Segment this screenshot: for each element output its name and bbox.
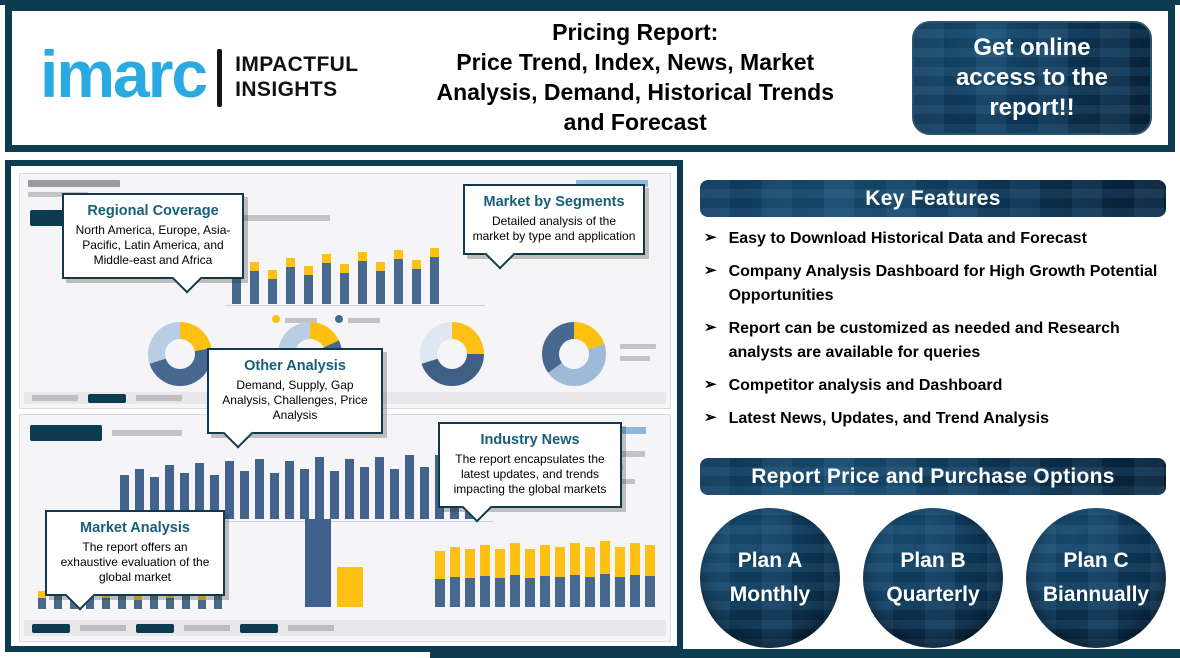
big-column-navy xyxy=(305,519,331,607)
plan-period: Quarterly xyxy=(886,583,980,606)
header-banner: imarc IMPACTFUL INSIGHTS Pricing Report:… xyxy=(5,4,1175,152)
callout-title: Market Analysis xyxy=(80,520,190,536)
callout-market-analysis: Market Analysis The report offers an exh… xyxy=(45,510,225,611)
logo-tagline: IMPACTFUL INSIGHTS xyxy=(235,53,358,103)
plan-b-button[interactable]: Plan B Quarterly xyxy=(863,508,1003,648)
callout-body: North America, Europe, Asia-Pacific, Lat… xyxy=(75,223,231,267)
frame-edge-bottom xyxy=(430,649,1180,658)
key-features-list: ➢ Easy to Download Historical Data and Fo… xyxy=(704,227,1166,440)
callout-body: Detailed analysis of the market by type … xyxy=(472,214,636,243)
imarc-logo-text: imarc xyxy=(40,37,208,111)
get-access-button[interactable]: Get online access to the report!! xyxy=(911,21,1152,135)
arrow-bullet-icon: ➢ xyxy=(704,229,717,246)
donut-chart xyxy=(420,322,484,386)
dashboard-preview-panel: Regional Coverage North America, Europe,… xyxy=(5,160,683,652)
key-feature-text: Latest News, Updates, and Trend Analysis xyxy=(728,410,1049,427)
callout-body: The report offers an exhaustive evaluati… xyxy=(60,540,210,584)
plan-name: Plan A xyxy=(737,549,803,572)
report-title: Pricing Report: Price Trend, Index, News… xyxy=(415,18,855,138)
plan-options: Plan A Monthly Plan B Quarterly Plan C B… xyxy=(700,508,1166,648)
plan-name: Plan C xyxy=(1063,549,1129,572)
plan-period: Monthly xyxy=(729,583,811,606)
decor-line xyxy=(620,344,656,349)
report-title-line1: Pricing Report: xyxy=(552,19,719,46)
frame-edge-top xyxy=(0,0,1180,5)
dashboard-nav-strip xyxy=(24,620,666,636)
arrow-bullet-icon: ➢ xyxy=(704,262,717,279)
chart-axis xyxy=(225,305,485,306)
donut-chart xyxy=(148,322,212,386)
plan-name: Plan B xyxy=(900,549,966,572)
key-feature-text: Report can be customized as needed and R… xyxy=(728,320,1120,361)
key-feature-item: ➢ Report can be customized as needed and … xyxy=(704,317,1166,365)
key-feature-item: ➢ Competitor analysis and Dashboard xyxy=(704,374,1166,398)
logo-tagline-line1: IMPACTFUL xyxy=(235,53,359,77)
imarc-logo: imarc IMPACTFUL INSIGHTS xyxy=(40,41,358,115)
key-feature-item: ➢ Easy to Download Historical Data and Fo… xyxy=(704,227,1166,251)
callout-title: Other Analysis xyxy=(244,358,346,374)
donut-chart xyxy=(542,322,606,386)
decor-line xyxy=(620,356,650,361)
callout-body: Demand, Supply, Gap Analysis, Challenges… xyxy=(222,378,368,422)
callout-title: Market by Segments xyxy=(483,194,625,210)
plan-c-button[interactable]: Plan C Biannually xyxy=(1026,508,1166,648)
arrow-bullet-icon: ➢ xyxy=(704,409,717,426)
key-features-header: Key Features xyxy=(700,180,1166,217)
chart-legend xyxy=(272,310,380,328)
callout-other-analysis: Other Analysis Demand, Supply, Gap Analy… xyxy=(207,348,383,449)
dashboard-preview-inner: Regional Coverage North America, Europe,… xyxy=(11,166,677,646)
logo-tagline-line2: INSIGHTS xyxy=(235,78,338,101)
key-feature-text: Company Analysis Dashboard for High Grow… xyxy=(728,263,1158,304)
key-feature-item: ➢ Latest News, Updates, and Trend Analysi… xyxy=(704,407,1166,431)
callout-title: Industry News xyxy=(480,432,580,448)
decor-line xyxy=(112,430,182,436)
info-panel: Key Features ➢ Easy to Download Historica… xyxy=(688,163,1176,649)
dashboard-mini-button xyxy=(30,425,102,441)
report-title-rest: Price Trend, Index, News, Market Analysi… xyxy=(436,49,834,135)
decor-line xyxy=(28,192,88,197)
key-feature-text: Easy to Download Historical Data and For… xyxy=(728,230,1087,247)
arrow-bullet-icon: ➢ xyxy=(704,319,717,336)
callout-market-by-segments: Market by Segments Detailed analysis of … xyxy=(463,184,645,270)
bar-chart-stacked xyxy=(435,523,665,607)
callout-regional-coverage: Regional Coverage North America, Europe,… xyxy=(62,193,244,294)
callout-body: The report encapsulates the latest updat… xyxy=(453,452,607,496)
plan-period: Biannually xyxy=(1042,583,1150,606)
header-inner: imarc IMPACTFUL INSIGHTS Pricing Report:… xyxy=(12,11,1168,145)
bar-chart xyxy=(120,449,490,519)
key-feature-item: ➢ Company Analysis Dashboard for High Gro… xyxy=(704,260,1166,308)
pricing-header: Report Price and Purchase Options xyxy=(700,458,1166,495)
plan-a-button[interactable]: Plan A Monthly xyxy=(700,508,840,648)
decor-line xyxy=(28,180,120,187)
key-feature-text: Competitor analysis and Dashboard xyxy=(728,377,1003,394)
callout-title: Regional Coverage xyxy=(87,203,219,219)
bar-chart xyxy=(232,224,472,304)
arrow-bullet-icon: ➢ xyxy=(704,376,717,393)
decor-line xyxy=(576,180,648,187)
big-column-yellow xyxy=(337,567,363,607)
logo-divider xyxy=(217,49,223,107)
decor-line xyxy=(180,215,330,221)
callout-industry-news: Industry News The report encapsulates th… xyxy=(438,422,622,523)
